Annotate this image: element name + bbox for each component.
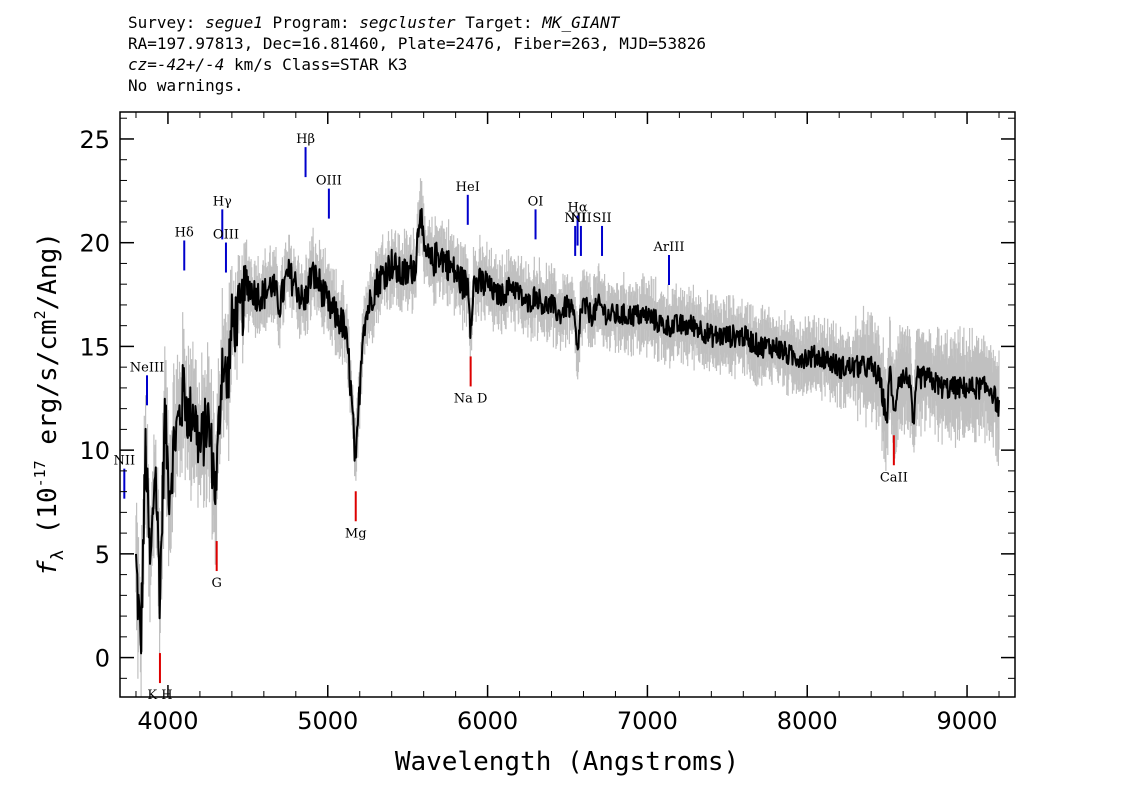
- y-title-tail: erg/s/cm: [33, 319, 63, 460]
- emission-line-label: Hα: [568, 201, 588, 216]
- emission-line-label: Hβ: [296, 132, 315, 147]
- program-label: Program:: [272, 13, 350, 32]
- y-title-end: /Ang): [33, 232, 63, 310]
- emission-line-label: ArIII: [652, 240, 684, 255]
- absorption-line-label: G: [211, 576, 221, 591]
- emission-line-label: NII: [564, 211, 586, 226]
- y-tick-label: 10: [79, 437, 110, 465]
- y-title-sub: λ: [48, 550, 68, 560]
- y-title-exp: -17: [31, 460, 49, 487]
- program-value: segcluster: [359, 13, 456, 32]
- noise-band: [135, 178, 1000, 697]
- survey-label: Survey:: [128, 13, 196, 32]
- y-tick-label: 0: [95, 645, 110, 673]
- ticks: 4000 5000 6000 7000 8000 9000 0 5 10 15 20 25: [79, 112, 1015, 735]
- x-tick-label: 8000: [777, 707, 838, 735]
- y-tick-label: 20: [79, 230, 110, 258]
- y-title-f: f: [33, 560, 63, 576]
- absorption-line-label: K H: [147, 688, 172, 703]
- spectrum-line: [135, 207, 1000, 655]
- cz-rest: km/s Class=STAR K3: [224, 55, 408, 74]
- y-title-mid: (10: [33, 487, 63, 550]
- survey-value: segue1: [205, 13, 263, 32]
- spectrum-header: Survey: segue1 Program: segcluster Targe…: [128, 12, 706, 96]
- header-line-coordinates: RA=197.97813, Dec=16.81460, Plate=2476, …: [128, 34, 706, 53]
- emission-line-label: OIII: [316, 174, 342, 189]
- emission-line-label: Hγ: [213, 194, 232, 209]
- emission-line-label: HeI: [456, 180, 480, 195]
- header-line-survey: Survey: segue1 Program: segcluster Targe…: [128, 12, 706, 33]
- absorption-line-label: Mg: [345, 526, 367, 541]
- emission-line-label: OI: [528, 194, 544, 209]
- x-tick-label: 4000: [137, 707, 198, 735]
- target-value: MK_GIANT: [542, 13, 620, 32]
- y-title-exp2: 2: [31, 310, 49, 319]
- cz-label: cz=: [128, 55, 157, 74]
- x-tick-label: 7000: [617, 707, 678, 735]
- emission-line-label: OIII: [213, 228, 239, 243]
- emission-line-label: SII: [592, 211, 611, 226]
- emission-line-label: NII: [570, 211, 592, 226]
- header-line-warnings: No warnings.: [128, 76, 244, 95]
- spectrum-layer: [135, 207, 1000, 655]
- emission-line-label: NeIII: [130, 360, 164, 375]
- x-tick-label: 6000: [457, 707, 518, 735]
- y-tick-label: 5: [95, 541, 110, 569]
- emission-line-label: NII: [113, 454, 135, 469]
- emission-line-label: Hδ: [175, 225, 194, 240]
- absorption-line-label: Na D: [454, 391, 488, 406]
- axes: [119, 111, 1016, 698]
- x-axis-title: Wavelength (Angstroms): [395, 747, 739, 777]
- y-tick-label: 15: [79, 333, 110, 361]
- y-axis-title: fλ (10-17 erg/s/cm2/Ang): [31, 232, 68, 576]
- absorption-line-label: CaII: [880, 470, 908, 485]
- plot-frame: [119, 111, 1016, 698]
- x-tick-label: 5000: [297, 707, 358, 735]
- noise-layer: [135, 178, 1000, 697]
- y-tick-label: 25: [79, 126, 110, 154]
- x-tick-label: 9000: [937, 707, 998, 735]
- target-label: Target:: [465, 13, 533, 32]
- cz-value: -42+/-4: [156, 55, 225, 74]
- header-line-redshift: cz=-42+/-4 km/s Class=STAR K3: [128, 54, 706, 75]
